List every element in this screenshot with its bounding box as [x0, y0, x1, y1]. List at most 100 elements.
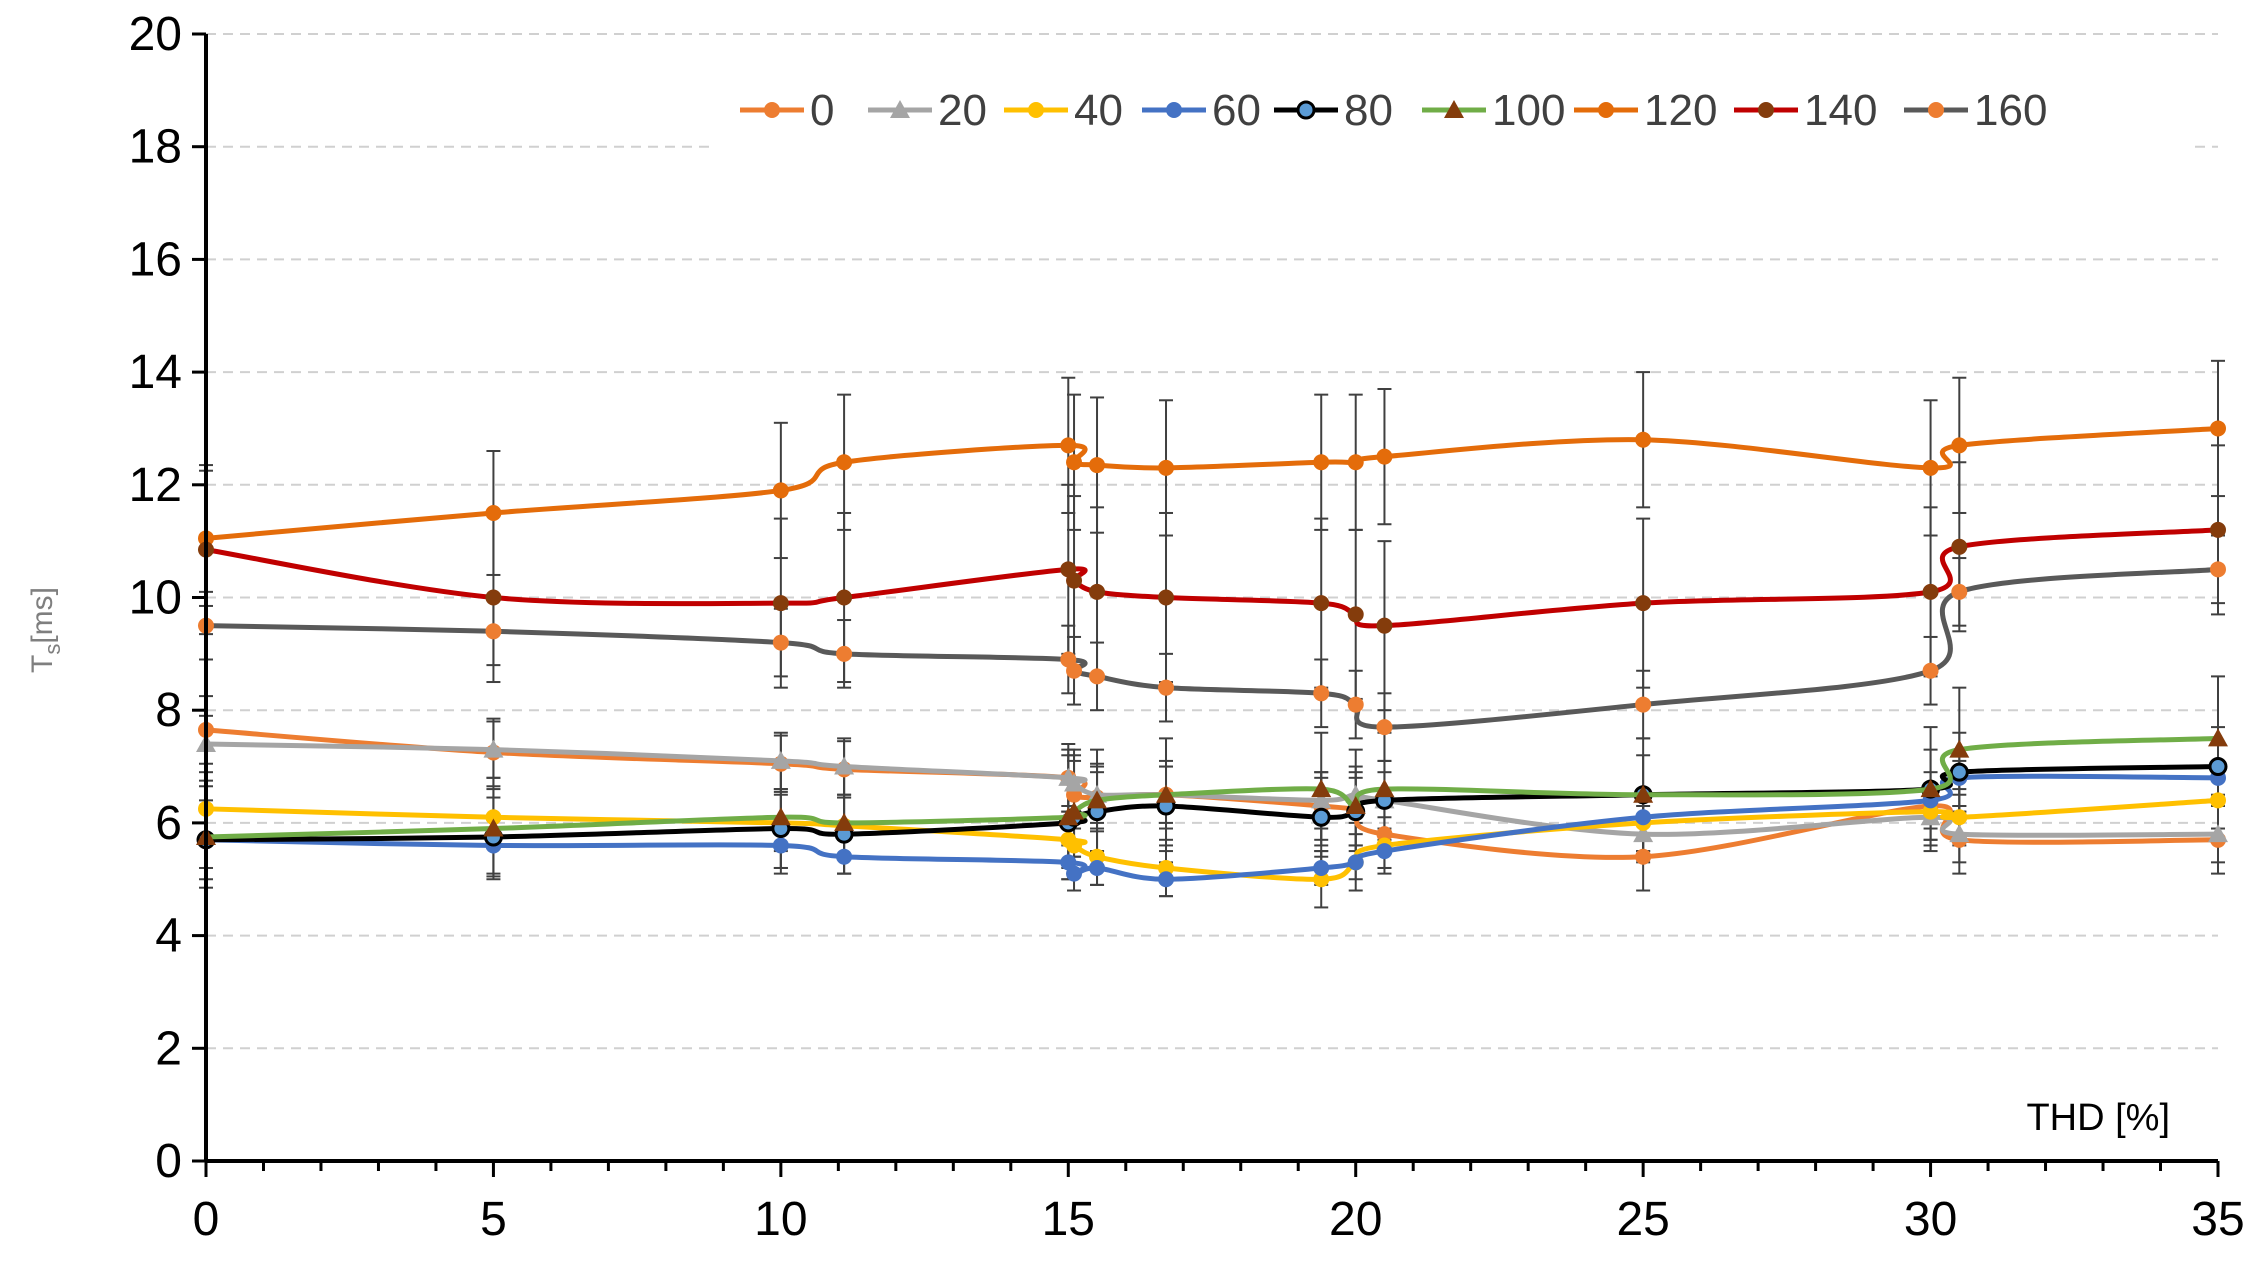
legend-marker: [1166, 102, 1182, 118]
legend-label: 20: [938, 86, 987, 135]
data-point-80: [1311, 807, 1331, 827]
data-point-120: [2210, 420, 2226, 437]
data-point-160: [1376, 719, 1393, 736]
data-point-0: [1635, 848, 1652, 865]
data-point-100: [1345, 795, 1366, 814]
data-point-160: [772, 634, 789, 651]
legend-marker: [1928, 102, 1944, 118]
legend-marker: [1028, 102, 1044, 118]
legend-entry-20: 20: [868, 86, 987, 135]
data-point-140: [1089, 583, 1106, 600]
data-point-120: [1060, 437, 1077, 454]
legend-label: 140: [1804, 86, 1877, 135]
legend-label: 60: [1212, 86, 1261, 135]
data-point-140: [1066, 572, 1083, 589]
data-point-20: [483, 739, 504, 758]
legend-label: 40: [1074, 86, 1123, 135]
y-tick-label: 6: [155, 797, 182, 850]
data-point-100: [483, 818, 504, 837]
data-point-120: [1066, 454, 1083, 471]
data-point-120: [1089, 457, 1106, 474]
data-point-120: [1951, 437, 1968, 454]
data-point-60: [772, 837, 789, 854]
data-point-120: [772, 482, 789, 499]
data-point-160: [1158, 679, 1175, 696]
legend-marker: [1598, 102, 1614, 118]
data-point-100: [770, 807, 791, 826]
grid-layer: [206, 33, 2218, 1050]
data-point-140: [1347, 606, 1364, 623]
data-point-100: [2208, 728, 2228, 747]
series-lines: [196, 420, 2228, 888]
data-point-100: [1374, 779, 1395, 798]
legend-entry-40: 40: [1004, 86, 1123, 135]
data-point-20: [1064, 773, 1085, 792]
series-120: [198, 420, 2226, 547]
data-point-160: [1313, 685, 1330, 702]
y-tick-label: 18: [129, 121, 182, 174]
data-point-40: [485, 809, 502, 826]
series-line-120: [205, 425, 2219, 541]
data-point-40: [1066, 837, 1083, 854]
legend-background: [710, 62, 2190, 148]
series-160: [198, 561, 2226, 736]
legend-marker: [890, 100, 910, 118]
data-point-60: [1635, 809, 1652, 826]
data-point-160: [1066, 662, 1083, 679]
legend-marker: [1758, 102, 1774, 118]
y-tick-label: 8: [155, 684, 182, 737]
data-point-100: [1633, 784, 1654, 803]
data-point-0: [1376, 826, 1393, 843]
y-axis-label: Ts[ms]: [26, 587, 65, 673]
legend-entry-60: 60: [1142, 86, 1261, 135]
data-point-140: [1313, 595, 1330, 612]
error-bars: [199, 359, 2225, 909]
data-point-80: [2208, 757, 2228, 777]
data-point-120: [485, 504, 502, 521]
x-tick-label: 25: [1616, 1193, 1669, 1246]
data-point-20: [1311, 790, 1332, 809]
legend-label: 80: [1344, 86, 1393, 135]
y-tick-label: 14: [129, 346, 182, 399]
legend-marker: [1296, 100, 1316, 120]
legend-label: 100: [1492, 86, 1565, 135]
legend-entry-140: 140: [1734, 86, 1877, 135]
data-point-100: [1949, 739, 1970, 758]
data-point-40: [1951, 809, 1968, 826]
legend-label: 120: [1644, 86, 1717, 135]
data-point-20: [1345, 784, 1366, 803]
legend-entry-160: 160: [1904, 86, 2047, 135]
data-point-120: [1635, 431, 1652, 448]
data-point-140: [772, 595, 789, 612]
legend-marker: [1444, 100, 1464, 118]
x-tick-label: 10: [754, 1193, 807, 1246]
y-tick-label: 0: [155, 1135, 182, 1188]
data-point-60: [1066, 865, 1083, 882]
data-point-160: [1347, 696, 1364, 713]
legend-label: 0: [810, 86, 834, 135]
series-line-140: [205, 527, 2219, 629]
legend-marker: [764, 102, 780, 118]
data-point-140: [1635, 595, 1652, 612]
data-point-80: [1949, 762, 1969, 782]
data-point-120: [1313, 454, 1330, 471]
x-tick-label: 0: [193, 1193, 220, 1246]
series-100: [196, 728, 2228, 845]
x-axis-label: THD [%]: [2026, 1097, 2170, 1139]
legend-entry-80: 80: [1274, 86, 1393, 135]
data-point-120: [1376, 448, 1393, 465]
y-tick-label: 16: [129, 233, 182, 286]
data-point-20: [834, 756, 855, 775]
data-point-40: [1922, 803, 1939, 820]
data-point-20: [1949, 824, 1970, 843]
x-tick-label: 30: [1904, 1193, 1957, 1246]
y-tick-label: 20: [129, 8, 182, 61]
x-tick-label: 20: [1329, 1193, 1382, 1246]
data-point-120: [836, 454, 853, 471]
x-tick-label: 5: [480, 1193, 507, 1246]
data-point-60: [1347, 854, 1364, 871]
data-point-140: [2210, 521, 2226, 538]
data-point-100: [834, 812, 855, 831]
x-tick-label: 15: [1042, 1193, 1095, 1246]
